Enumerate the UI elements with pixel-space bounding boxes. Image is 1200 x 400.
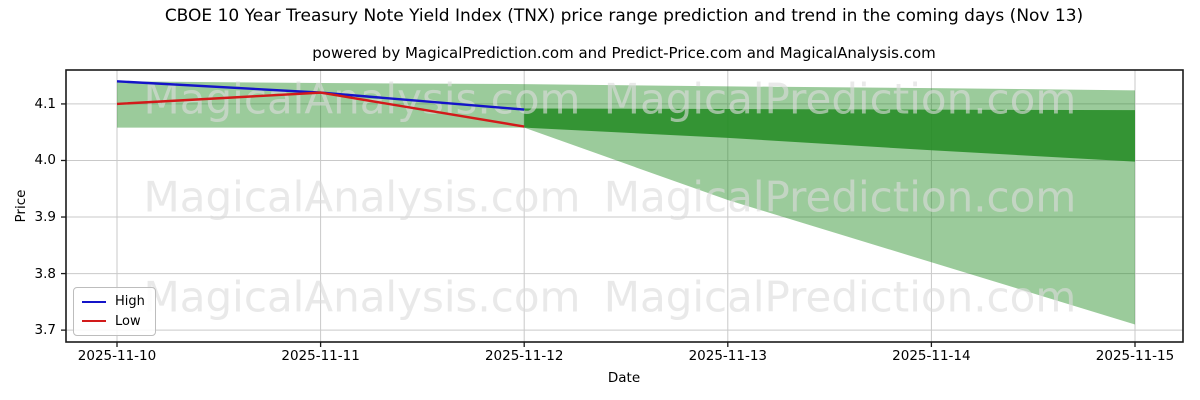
x-tick-label: 2025-11-15: [1095, 348, 1175, 364]
y-axis-label: Price: [13, 189, 29, 223]
chart-title: CBOE 10 Year Treasury Note Yield Index (…: [164, 6, 1084, 26]
y-tick-label: 3.8: [34, 265, 56, 282]
x-tick-label: 2025-11-11: [281, 348, 360, 364]
legend: High Low: [73, 287, 156, 336]
watermark-analysis: MagicalAnalysis.com: [144, 273, 581, 322]
x-tick-label: 2025-11-10: [77, 348, 157, 364]
legend-item-high: High: [82, 294, 147, 309]
y-tick-label: 4.1: [34, 95, 56, 112]
y-tick-label: 3.7: [34, 322, 56, 339]
watermark-prediction: MagicalPrediction.com: [604, 75, 1077, 124]
plot-border: [65, 69, 1184, 343]
watermark-analysis: MagicalAnalysis.com: [144, 173, 581, 222]
y-tick-label: 3.9: [34, 209, 56, 226]
watermark-prediction: MagicalPrediction.com: [604, 273, 1077, 322]
legend-line-icon: [82, 300, 106, 303]
low-line: [116, 91, 525, 128]
x-tick-label: 2025-11-14: [892, 348, 971, 364]
watermark-prediction: MagicalPrediction.com: [604, 173, 1077, 222]
x-tick-label: 2025-11-13: [688, 348, 768, 364]
legend-item-low: Low: [82, 314, 147, 329]
predicted-range-core-band: [524, 108, 1135, 162]
legend-line-icon: [82, 320, 106, 323]
x-axis-label: Date: [607, 370, 641, 386]
legend-label: Low: [115, 313, 141, 329]
x-tick-label: 2025-11-12: [484, 348, 564, 364]
y-tick-label: 4.0: [34, 152, 56, 169]
chart-subtitle: powered by MagicalPrediction.com and Pre…: [312, 44, 936, 62]
legend-label: High: [115, 294, 145, 310]
